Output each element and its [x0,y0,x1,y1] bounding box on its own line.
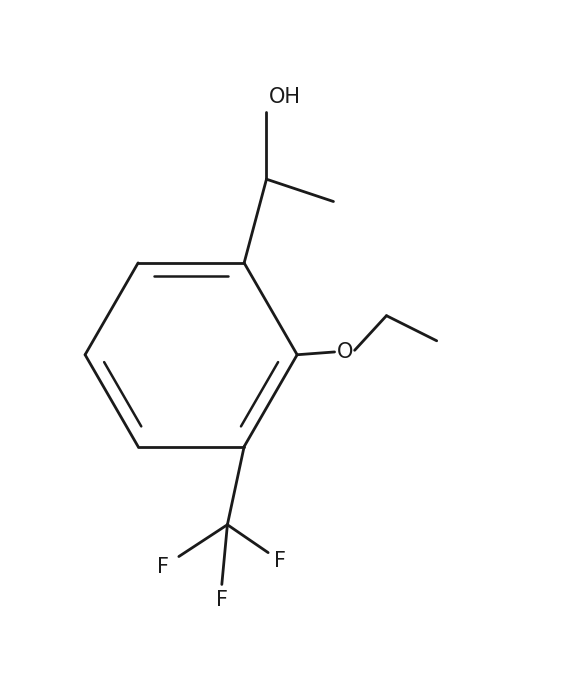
Text: F: F [157,556,169,577]
Text: O: O [336,342,353,362]
Text: OH: OH [269,87,301,107]
Text: F: F [275,551,287,571]
Text: F: F [216,590,228,610]
